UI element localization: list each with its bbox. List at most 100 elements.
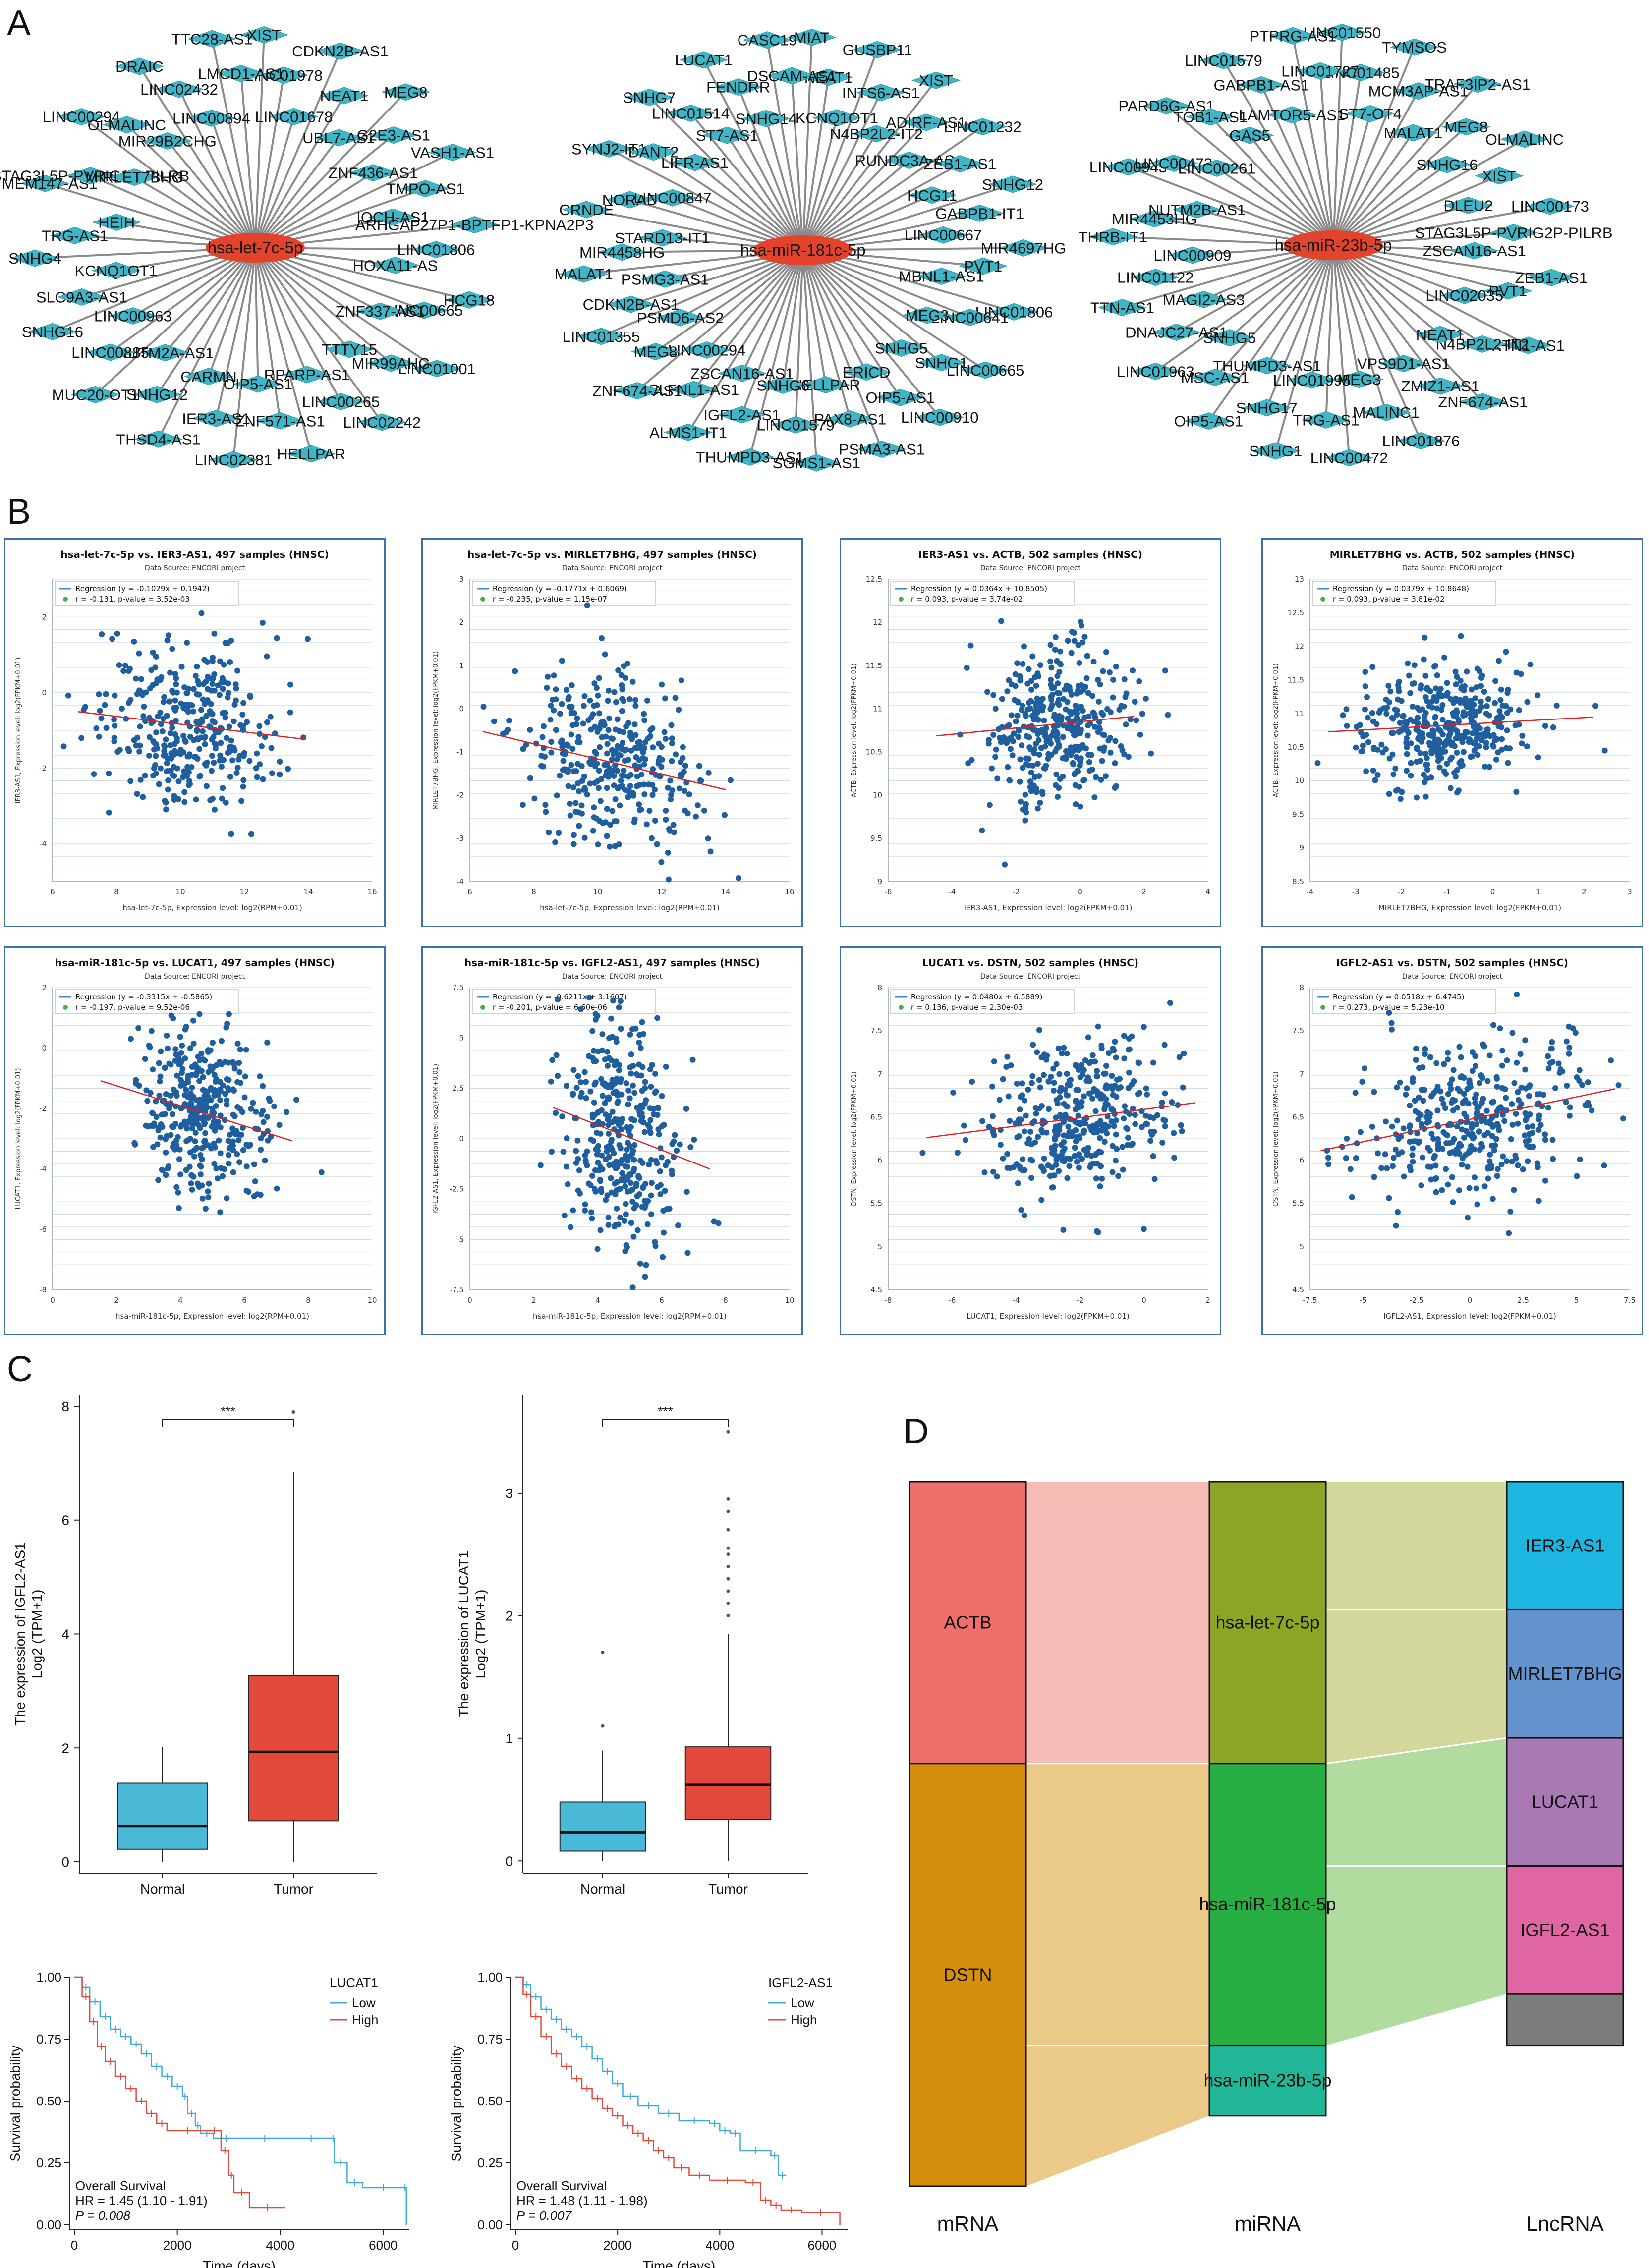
lncrna-node	[259, 66, 309, 84]
data-point	[1418, 1182, 1424, 1189]
data-point	[1473, 684, 1479, 691]
data-point	[632, 732, 639, 738]
data-point	[1004, 723, 1011, 730]
data-point	[1415, 1140, 1422, 1146]
data-point	[1099, 1175, 1105, 1182]
data-point	[230, 1086, 236, 1093]
data-point	[202, 761, 208, 767]
outlier-point	[726, 1552, 730, 1556]
data-point	[548, 1078, 554, 1085]
data-point	[1372, 777, 1378, 783]
lncrna-node-label: ADIRF-AS1	[886, 114, 967, 131]
data-point	[1466, 701, 1472, 708]
data-point	[137, 776, 144, 783]
data-point	[651, 786, 658, 793]
data-point	[1075, 1120, 1081, 1127]
data-point	[1374, 772, 1381, 778]
lncrna-node-label: LINC00265	[302, 393, 380, 411]
x-tick-label: 10	[785, 1296, 794, 1305]
data-point	[190, 708, 197, 715]
data-point	[602, 651, 608, 658]
data-point	[1124, 1126, 1131, 1132]
data-point	[1112, 1082, 1118, 1089]
data-point	[120, 668, 127, 674]
data-point	[1458, 633, 1464, 639]
lncrna-node	[10, 249, 60, 267]
mirna-node	[1208, 2045, 1327, 2117]
data-point	[1092, 1058, 1098, 1065]
scatter-source: Data Source: ENCORI project	[980, 564, 1081, 572]
lncrna-node-label: DANT2	[628, 144, 679, 161]
legend-dot	[480, 1005, 485, 1010]
data-point	[1008, 681, 1015, 688]
data-point	[236, 1159, 243, 1165]
data-point	[1449, 740, 1456, 746]
lncrna-node-label: UBL7-AS1	[302, 129, 375, 147]
lncrna-node-label: GABPB1-AS1	[1213, 76, 1309, 94]
data-point	[608, 1175, 614, 1181]
data-point	[1535, 1198, 1542, 1204]
network-edge	[1155, 244, 1334, 373]
data-point	[1081, 715, 1088, 721]
network-edge	[802, 249, 902, 349]
y-axis-label: Survival probability	[449, 2046, 464, 2162]
data-point	[625, 788, 631, 794]
network-edge	[52, 247, 256, 333]
data-point	[584, 602, 590, 608]
data-point	[264, 1039, 271, 1046]
data-point	[1008, 1062, 1014, 1069]
network-edge	[802, 77, 830, 251]
scatter-svg: -7.5 -5 -2.5 0 2.5 5 7.54.555.566.577.58IGFL2-…	[1272, 983, 1636, 1321]
data-point	[998, 618, 1004, 624]
data-point	[244, 719, 250, 725]
network-edge	[1274, 245, 1334, 451]
data-point	[1523, 1085, 1529, 1092]
data-point	[630, 1168, 637, 1175]
data-point	[1027, 778, 1033, 785]
network-edge	[749, 250, 804, 457]
data-point	[1524, 1124, 1531, 1130]
lncrna-node-label: LINC00909	[1154, 247, 1232, 264]
network-edge	[802, 117, 838, 251]
data-point	[639, 1160, 646, 1166]
data-point	[630, 1148, 636, 1154]
data-point	[1449, 1174, 1455, 1180]
legend-box	[1312, 989, 1496, 1014]
data-point	[1073, 801, 1079, 808]
lncrna-node-label: NEAT1	[804, 69, 853, 86]
data-point	[1542, 1131, 1548, 1138]
data-point	[1535, 1127, 1542, 1133]
data-point	[584, 791, 590, 798]
lncrna-node	[282, 366, 332, 384]
data-point	[1017, 756, 1024, 763]
data-point	[559, 658, 565, 664]
data-point	[1411, 662, 1418, 668]
data-point	[1009, 752, 1016, 759]
y-tick-label: 5	[1299, 1242, 1304, 1251]
data-point	[605, 1116, 611, 1122]
lncrna-node	[655, 309, 705, 327]
data-point	[1052, 1136, 1058, 1143]
data-point	[697, 777, 703, 783]
data-point	[1041, 765, 1047, 772]
lncrna-node	[86, 343, 135, 361]
data-point	[1455, 732, 1461, 738]
data-point	[616, 1067, 622, 1073]
regression-line	[1320, 1088, 1615, 1152]
flow-dstn	[1026, 1763, 1209, 2186]
data-point	[622, 1183, 628, 1190]
y-tick-label: 0	[61, 1854, 69, 1870]
data-point	[234, 764, 241, 771]
lncrna-node-label: KCNQ1OT1	[75, 262, 158, 279]
network-edge	[156, 247, 256, 395]
lncrna-node-label: ERICD	[843, 364, 890, 381]
data-point	[1162, 1123, 1168, 1129]
data-point	[1076, 1066, 1082, 1073]
x-tick-label: 12	[239, 887, 249, 896]
data-point	[1045, 751, 1052, 757]
data-point	[599, 734, 605, 740]
data-point	[659, 1093, 665, 1099]
data-point	[1567, 1104, 1573, 1110]
data-point	[627, 783, 633, 789]
data-point	[220, 1082, 227, 1089]
